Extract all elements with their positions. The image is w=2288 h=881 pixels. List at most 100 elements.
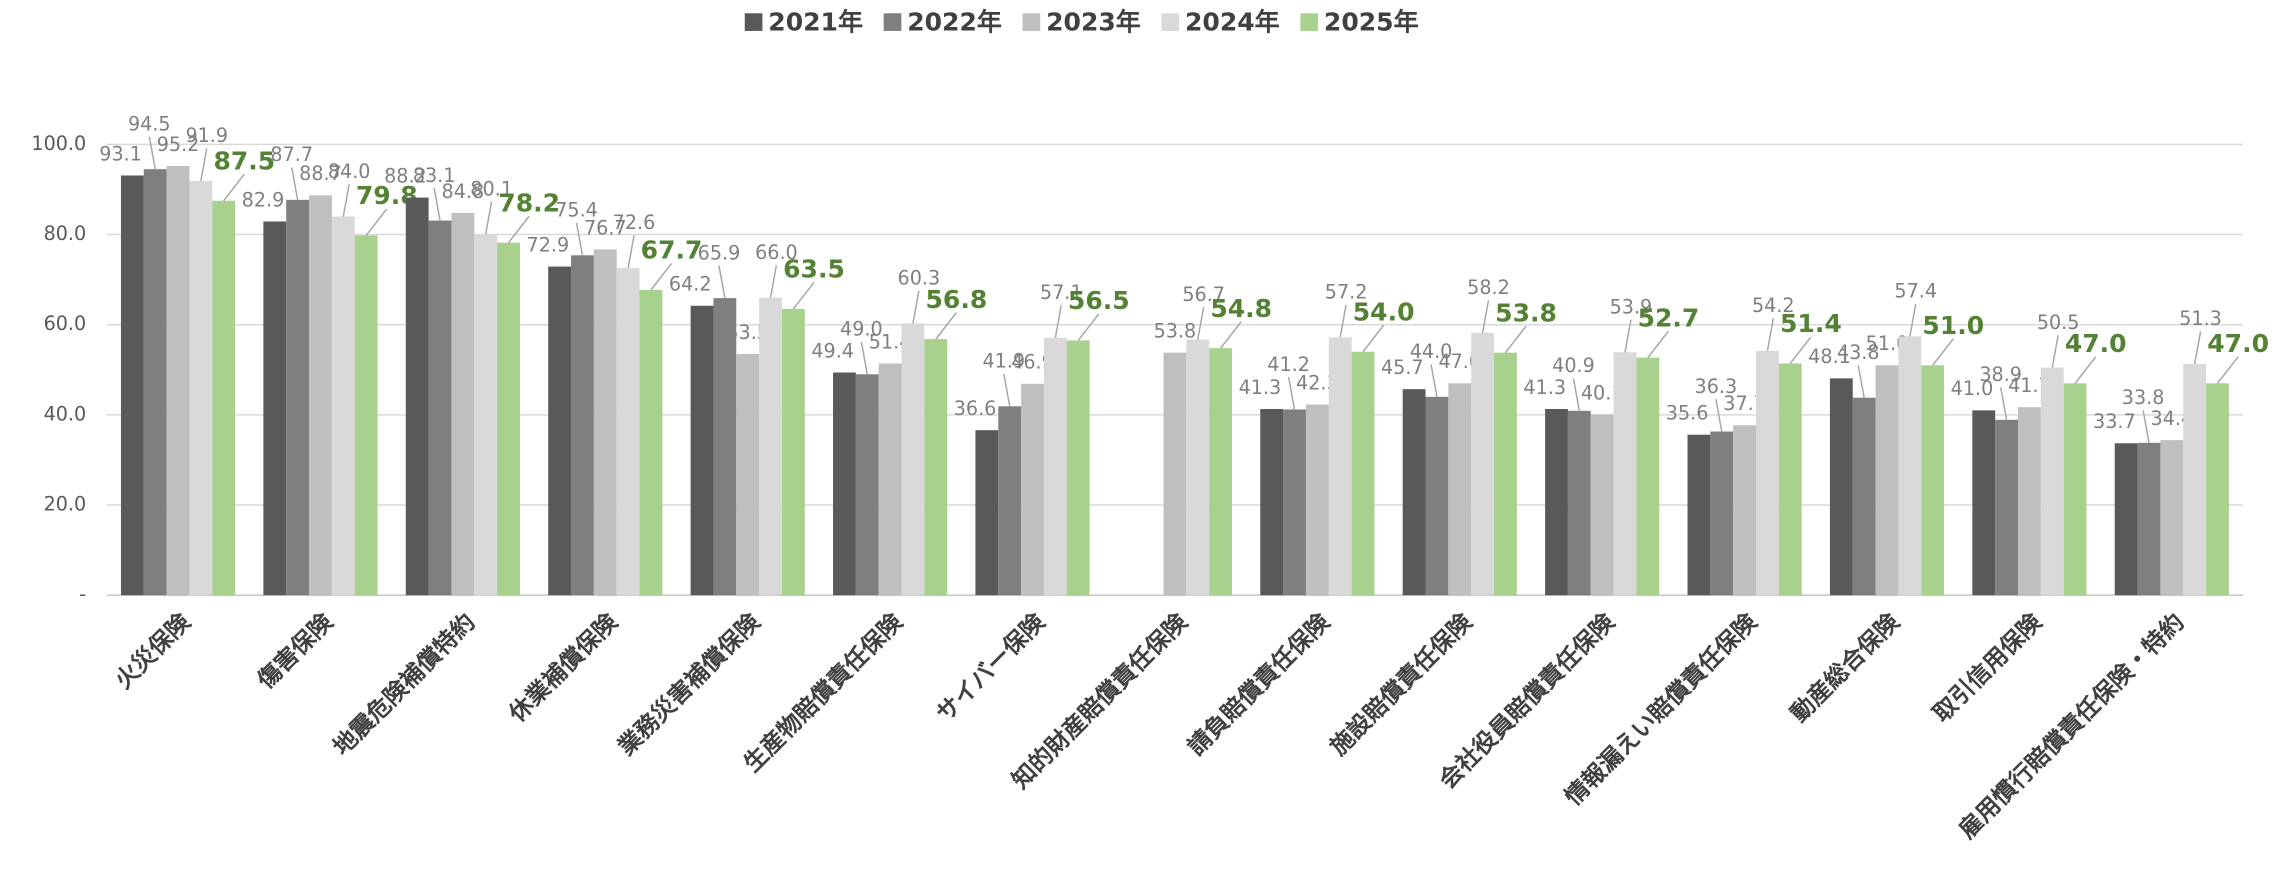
bar	[309, 195, 332, 596]
bar	[1494, 352, 1517, 596]
value-label: 40.9	[1552, 354, 1595, 377]
bar	[2160, 440, 2184, 596]
bar	[855, 374, 879, 596]
x-tick-label: 動産総合保険	[1785, 607, 1905, 727]
value-label: 56.8	[926, 285, 988, 314]
value-label: 36.3	[1695, 375, 1738, 398]
leader-line	[2142, 410, 2150, 443]
value-label: 53.5	[726, 321, 769, 344]
bar	[2018, 407, 2041, 596]
bar	[1710, 431, 1734, 596]
value-label: 54.2	[1752, 294, 1795, 317]
value-label: 41.3	[1239, 376, 1282, 399]
value-label: 78.2	[498, 188, 560, 217]
bar	[286, 199, 310, 596]
bar	[1613, 352, 1637, 596]
value-label: 38.9	[1979, 363, 2022, 386]
value-label: 41.7	[2008, 374, 2051, 397]
bar	[1921, 365, 1945, 596]
value-label: 54.0	[1353, 297, 1415, 326]
bar	[2063, 383, 2087, 596]
bar	[1209, 348, 1233, 596]
leader-line	[718, 265, 726, 299]
legend-label: 2024年	[1185, 8, 1280, 37]
leader-line	[223, 173, 245, 202]
bar	[1021, 383, 1044, 596]
leader-line	[1481, 300, 1490, 333]
value-label: 75.4	[555, 199, 598, 222]
bar	[212, 200, 236, 596]
bar	[975, 430, 999, 596]
value-label: 57.1	[1040, 281, 1083, 304]
leader-line	[912, 290, 920, 324]
bar	[1425, 396, 1449, 596]
bar	[497, 242, 520, 596]
value-label: 72.9	[527, 233, 570, 256]
bar	[616, 267, 640, 596]
value-label: 42.3	[1296, 371, 1339, 394]
value-label: 84.8	[442, 180, 485, 203]
bar	[451, 212, 475, 596]
value-label: 56.5	[1068, 286, 1130, 315]
bar	[1852, 397, 1876, 596]
value-label: 88.2	[384, 164, 427, 187]
leader-line	[1287, 376, 1296, 410]
value-label: 82.9	[242, 188, 285, 211]
value-label: 88.7	[299, 162, 342, 185]
leader-line	[1362, 324, 1385, 353]
bar	[1163, 352, 1187, 596]
leader-line	[433, 188, 441, 221]
leader-line	[650, 263, 673, 291]
bar	[143, 169, 167, 596]
value-label: 87.5	[213, 146, 275, 175]
bar	[474, 234, 498, 596]
bar	[1305, 404, 1329, 596]
leader-line	[1932, 338, 1954, 366]
leader-line	[1857, 365, 1865, 398]
leader-line	[2193, 331, 2202, 365]
leader-line	[342, 183, 350, 217]
bar	[1829, 378, 1853, 596]
bar	[354, 235, 378, 596]
leader-line	[2051, 334, 2059, 368]
value-label: 47.0	[1438, 350, 1481, 373]
value-label: 83.1	[413, 164, 456, 187]
leader-line	[2216, 356, 2239, 384]
bar	[1283, 409, 1306, 596]
x-tick-label: サイバー保険	[931, 607, 1051, 727]
bar	[1066, 340, 1090, 596]
leader-line	[860, 341, 869, 375]
legend-swatch	[883, 13, 902, 31]
value-label: 51.4	[1780, 309, 1842, 338]
leader-line	[1054, 305, 1062, 338]
y-tick-label: 40.0	[44, 402, 87, 425]
value-label: 46.9	[1011, 351, 1054, 374]
value-label: 45.7	[1381, 356, 1424, 379]
value-label: 93.1	[99, 142, 142, 165]
legend-swatch	[1161, 13, 1180, 31]
x-tick-label: 請負賠償責任保険	[1182, 607, 1335, 760]
x-tick-label: 雇用慣行賠償責任保険・特約	[1953, 608, 2189, 844]
value-label: 49.0	[840, 318, 883, 341]
bar	[639, 289, 663, 596]
leader-line	[2074, 356, 2097, 384]
value-label: 35.6	[1666, 402, 1709, 425]
bar	[690, 305, 714, 596]
bar	[759, 297, 782, 596]
legend-label: 2022年	[907, 8, 1002, 37]
value-label: 95.2	[157, 133, 200, 156]
value-label: 67.7	[641, 236, 703, 265]
value-label: 50.5	[2037, 311, 2080, 334]
leader-line	[1789, 336, 1812, 364]
bar	[901, 323, 925, 596]
bar	[833, 372, 856, 596]
bar	[1687, 434, 1711, 596]
bar	[924, 339, 948, 596]
bar	[331, 216, 355, 596]
leader-line	[1715, 399, 1723, 432]
bar	[1328, 337, 1352, 596]
bar	[120, 175, 144, 596]
legend-swatch	[1300, 13, 1319, 31]
bar	[1590, 414, 1614, 596]
